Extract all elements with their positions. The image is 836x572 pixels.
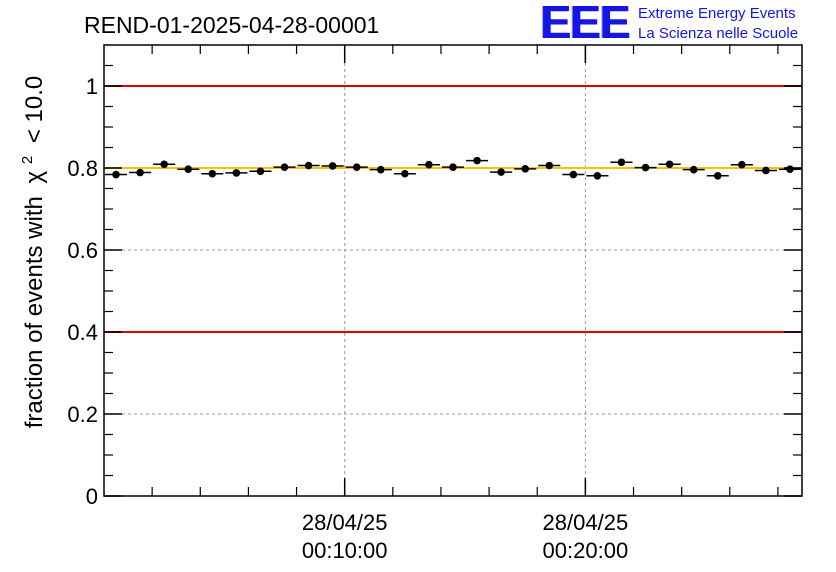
logo-line-2: La Scienza nelle Scuole [638,25,799,42]
data-point [634,163,657,172]
point-marker [184,165,193,174]
point-marker [569,170,578,179]
data-point [610,158,633,167]
y-axis-label-symbol: χ [21,170,48,183]
y-axis-label-exponent: 2 [19,156,36,164]
data-point [105,170,128,179]
data-point [321,162,344,170]
point-marker [665,160,674,169]
point-marker [376,165,385,174]
data-point [153,160,176,169]
data-point [730,160,753,169]
plot-frame [103,44,803,497]
y-axis-label-text: fraction of events with [21,196,48,428]
x-tick-label-date: 28/04/25 [302,510,388,535]
point-marker [160,160,168,169]
x-tick-label-time: 00:20:00 [543,538,629,563]
y-tick-label: 0 [86,484,98,509]
point-marker [713,171,722,180]
data-point [490,168,513,176]
point-marker [232,169,241,177]
point-marker [521,165,530,173]
data-point [369,165,392,174]
logo-letters: EEE [540,0,630,48]
point-marker [352,163,361,171]
axis-ticks: 0 0.2 0.4 0.6 0.8 1 28/04/25 00:10:00 28/04/25 00… [67,45,802,563]
data-point [393,169,416,178]
y-axis-label-tail: < 10.0 [21,76,48,143]
y-tick-label: 0.6 [67,238,98,263]
data-point [297,161,320,170]
point-marker [136,168,144,177]
point-marker [689,165,698,174]
data-point [345,163,368,171]
point-marker [208,169,217,178]
y-tick-label: 0.4 [67,320,98,345]
data-point [754,166,777,175]
point-marker [304,161,313,170]
chart-title: REND-01-2025-04-28-00001 [84,12,379,38]
point-marker [641,163,650,172]
data-point [177,165,200,174]
data-point [586,171,609,180]
data-point [225,169,248,177]
data-point [706,171,729,180]
x-tick-label-date: 28/04/25 [543,510,629,535]
point-marker [617,158,626,167]
data-point [658,160,681,169]
point-marker [762,166,770,175]
logo-line-1: Extreme Energy Events [638,5,796,22]
data-point [417,160,440,169]
y-axis-label: fraction of events with χ 2 < 10.0 [11,76,48,429]
data-point [466,156,489,165]
reference-lines [104,85,802,333]
data-point [441,163,465,171]
data-point [129,168,152,177]
point-marker [256,167,265,176]
data-point [201,169,224,178]
data-point [249,167,272,176]
data-point [538,161,561,170]
point-marker [786,165,794,174]
data-points [105,156,801,180]
y-tick-label: 0.2 [67,402,98,427]
grid-lines [104,45,802,496]
data-point [514,165,537,173]
point-marker [328,162,337,170]
point-marker [280,163,289,171]
data-point [778,165,801,174]
data-point [562,170,585,179]
point-marker [449,163,457,171]
point-marker [112,170,120,179]
point-marker [497,168,505,176]
point-marker [738,160,746,169]
point-marker [545,161,554,170]
x-tick-label-time: 00:10:00 [302,538,388,563]
point-marker [401,169,409,178]
point-marker [593,171,602,180]
data-point [273,163,296,171]
data-point [682,165,705,174]
point-marker [473,156,481,165]
y-tick-label: 0.8 [67,156,98,181]
y-tick-label: 1 [86,74,98,99]
eee-logo: EEE Extreme Energy Events La Scienza nel… [540,0,830,48]
point-marker [425,160,433,169]
